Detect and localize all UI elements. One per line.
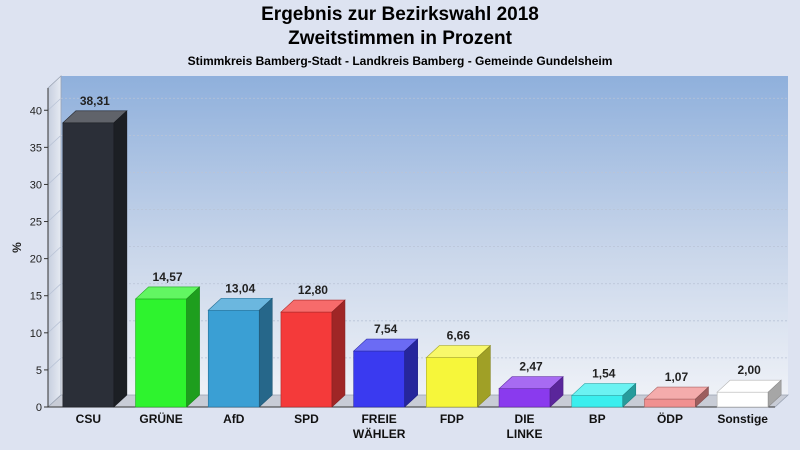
bar-front <box>62 122 115 408</box>
bar-side <box>549 375 564 408</box>
data-label: 13,04 <box>225 281 255 295</box>
y-tick-label: 10 <box>30 328 42 340</box>
chart-subtitle: Zweitstimmen in Prozent <box>288 28 512 49</box>
data-label: 2,47 <box>519 360 543 374</box>
gridline-side <box>47 172 62 185</box>
gridline-side <box>47 357 62 371</box>
bar-front <box>280 311 333 408</box>
y-tick-label: 15 <box>30 291 42 303</box>
bar-front <box>353 350 405 408</box>
bar-front <box>207 309 260 408</box>
bar-front <box>716 391 769 408</box>
data-label: 7,54 <box>374 322 398 336</box>
bar-front <box>644 398 696 408</box>
y-tick-label: 40 <box>30 105 42 117</box>
gridline-side <box>47 97 62 111</box>
x-tick-label: FREIE WÄHLER <box>353 412 406 441</box>
bar-side <box>477 344 491 408</box>
bar-side <box>622 382 637 408</box>
bar-fdp <box>425 344 492 408</box>
bar-side <box>767 379 782 408</box>
bar-die-linke <box>498 375 564 408</box>
gridline-side <box>47 135 62 148</box>
bar-side <box>186 286 200 408</box>
gridline-side <box>47 283 62 297</box>
labels: 38,31 CSU 14,57 GRÜNE 13,04 AfD 12,80 SPD 7,54 FR… <box>76 94 769 441</box>
gridline-side <box>47 209 62 222</box>
bar-ödp <box>643 386 710 408</box>
x-tick-label: AfD <box>223 412 245 426</box>
data-label: 1,54 <box>592 367 616 381</box>
gridline-side <box>47 320 62 334</box>
y-tick-label: 0 <box>36 402 42 414</box>
data-label: 6,66 <box>447 329 471 343</box>
chart-title: Ergebnis zur Bezirkswahl 2018 <box>261 4 539 25</box>
bar-side <box>695 386 709 408</box>
x-tick-label: CSU <box>76 412 101 426</box>
data-label: 1,07 <box>665 370 689 384</box>
data-label: 2,00 <box>737 363 761 377</box>
x-tick-label: FDP <box>440 412 464 426</box>
y-tick-label: 25 <box>30 217 42 229</box>
bar-side <box>113 110 128 408</box>
x-tick-label: Sonstige <box>717 412 768 426</box>
gridline-side <box>47 246 62 259</box>
data-label: 14,57 <box>153 270 183 284</box>
x-tick-label: GRÜNE <box>139 411 182 426</box>
x-tick-label: ÖDP <box>657 411 683 426</box>
y-tick-label: 30 <box>30 179 42 191</box>
chart-caption: Stimmkreis Bamberg-Stadt - Landkreis Bam… <box>187 54 613 68</box>
bar-csu <box>62 110 128 408</box>
x-tick-label: DIE LINKE <box>507 412 543 441</box>
bar-spd <box>280 299 346 408</box>
bar-front <box>135 298 187 408</box>
bar-freie-wähler <box>352 338 419 408</box>
bar-front <box>498 388 551 408</box>
y-tick-label: 20 <box>30 254 42 266</box>
bar-side <box>331 299 346 408</box>
bar-bp <box>570 382 637 408</box>
y-tick-label: 5 <box>36 365 42 377</box>
x-tick-label: BP <box>589 412 606 426</box>
bar-sonstige <box>716 379 782 408</box>
bar-front <box>571 395 624 408</box>
x-tick-label: SPD <box>294 412 319 426</box>
bar-grüne <box>134 286 201 408</box>
left-wall <box>47 75 62 408</box>
bars <box>62 110 782 408</box>
y-axis-label: % <box>10 242 24 253</box>
data-label: 12,80 <box>298 283 328 297</box>
data-label: 38,31 <box>80 94 110 108</box>
bar-side <box>404 338 418 408</box>
bar-front <box>426 357 478 408</box>
bar-side <box>258 297 273 408</box>
y-tick-label: 35 <box>30 142 42 154</box>
bar-afd <box>207 297 274 408</box>
